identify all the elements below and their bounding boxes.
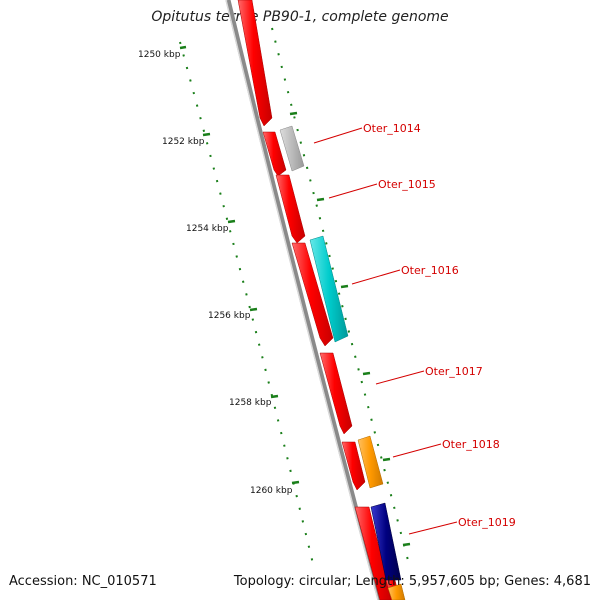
tick-label-1258: 1258 kbp <box>229 398 272 408</box>
cds-arrow <box>262 131 287 177</box>
gene-label-oter-1019[interactable]: Oter_1019 <box>458 516 516 529</box>
cds-arrow <box>354 506 393 600</box>
tick-label-1256: 1256 kbp <box>208 311 251 321</box>
cds-arrow <box>319 352 353 435</box>
tick-label-1250: 1250 kbp <box>138 50 181 60</box>
orange-feature <box>387 583 406 600</box>
genome-summary: Topology: circular; Length: 5,957,605 bp… <box>233 574 591 589</box>
cds-arrow <box>291 242 334 347</box>
gene-label-oter-1018[interactable]: Oter_1018 <box>442 438 500 451</box>
gene-label-oter-1014[interactable]: Oter_1014 <box>363 122 421 135</box>
orange-feature <box>357 435 384 489</box>
tick-label-1254: 1254 kbp <box>186 224 229 234</box>
outer-tick-ring <box>271 27 411 569</box>
cds-arrow <box>237 0 273 127</box>
gene-label-oter-1016[interactable]: Oter_1016 <box>401 264 459 277</box>
genome-backbone-highlight <box>225 0 379 600</box>
inner-tick-ring <box>179 41 315 569</box>
major-ticks <box>179 45 411 547</box>
tick-label-1252: 1252 kbp <box>162 137 205 147</box>
accession-label: Accession: NC_010571 <box>9 574 157 589</box>
gray-feature <box>279 125 305 172</box>
cds-features <box>237 0 401 600</box>
navy-feature <box>370 502 402 581</box>
gene-label-oter-1017[interactable]: Oter_1017 <box>425 365 483 378</box>
gene-label-oter-1015[interactable]: Oter_1015 <box>378 178 436 191</box>
tick-label-1260: 1260 kbp <box>250 486 293 496</box>
label-leaders <box>313 127 458 535</box>
cds-arrow <box>275 174 306 244</box>
cds-arrow <box>341 441 366 491</box>
map-title: Opitutus terrae PB90-1, complete genome <box>151 9 449 25</box>
cyan-feature <box>309 235 349 343</box>
